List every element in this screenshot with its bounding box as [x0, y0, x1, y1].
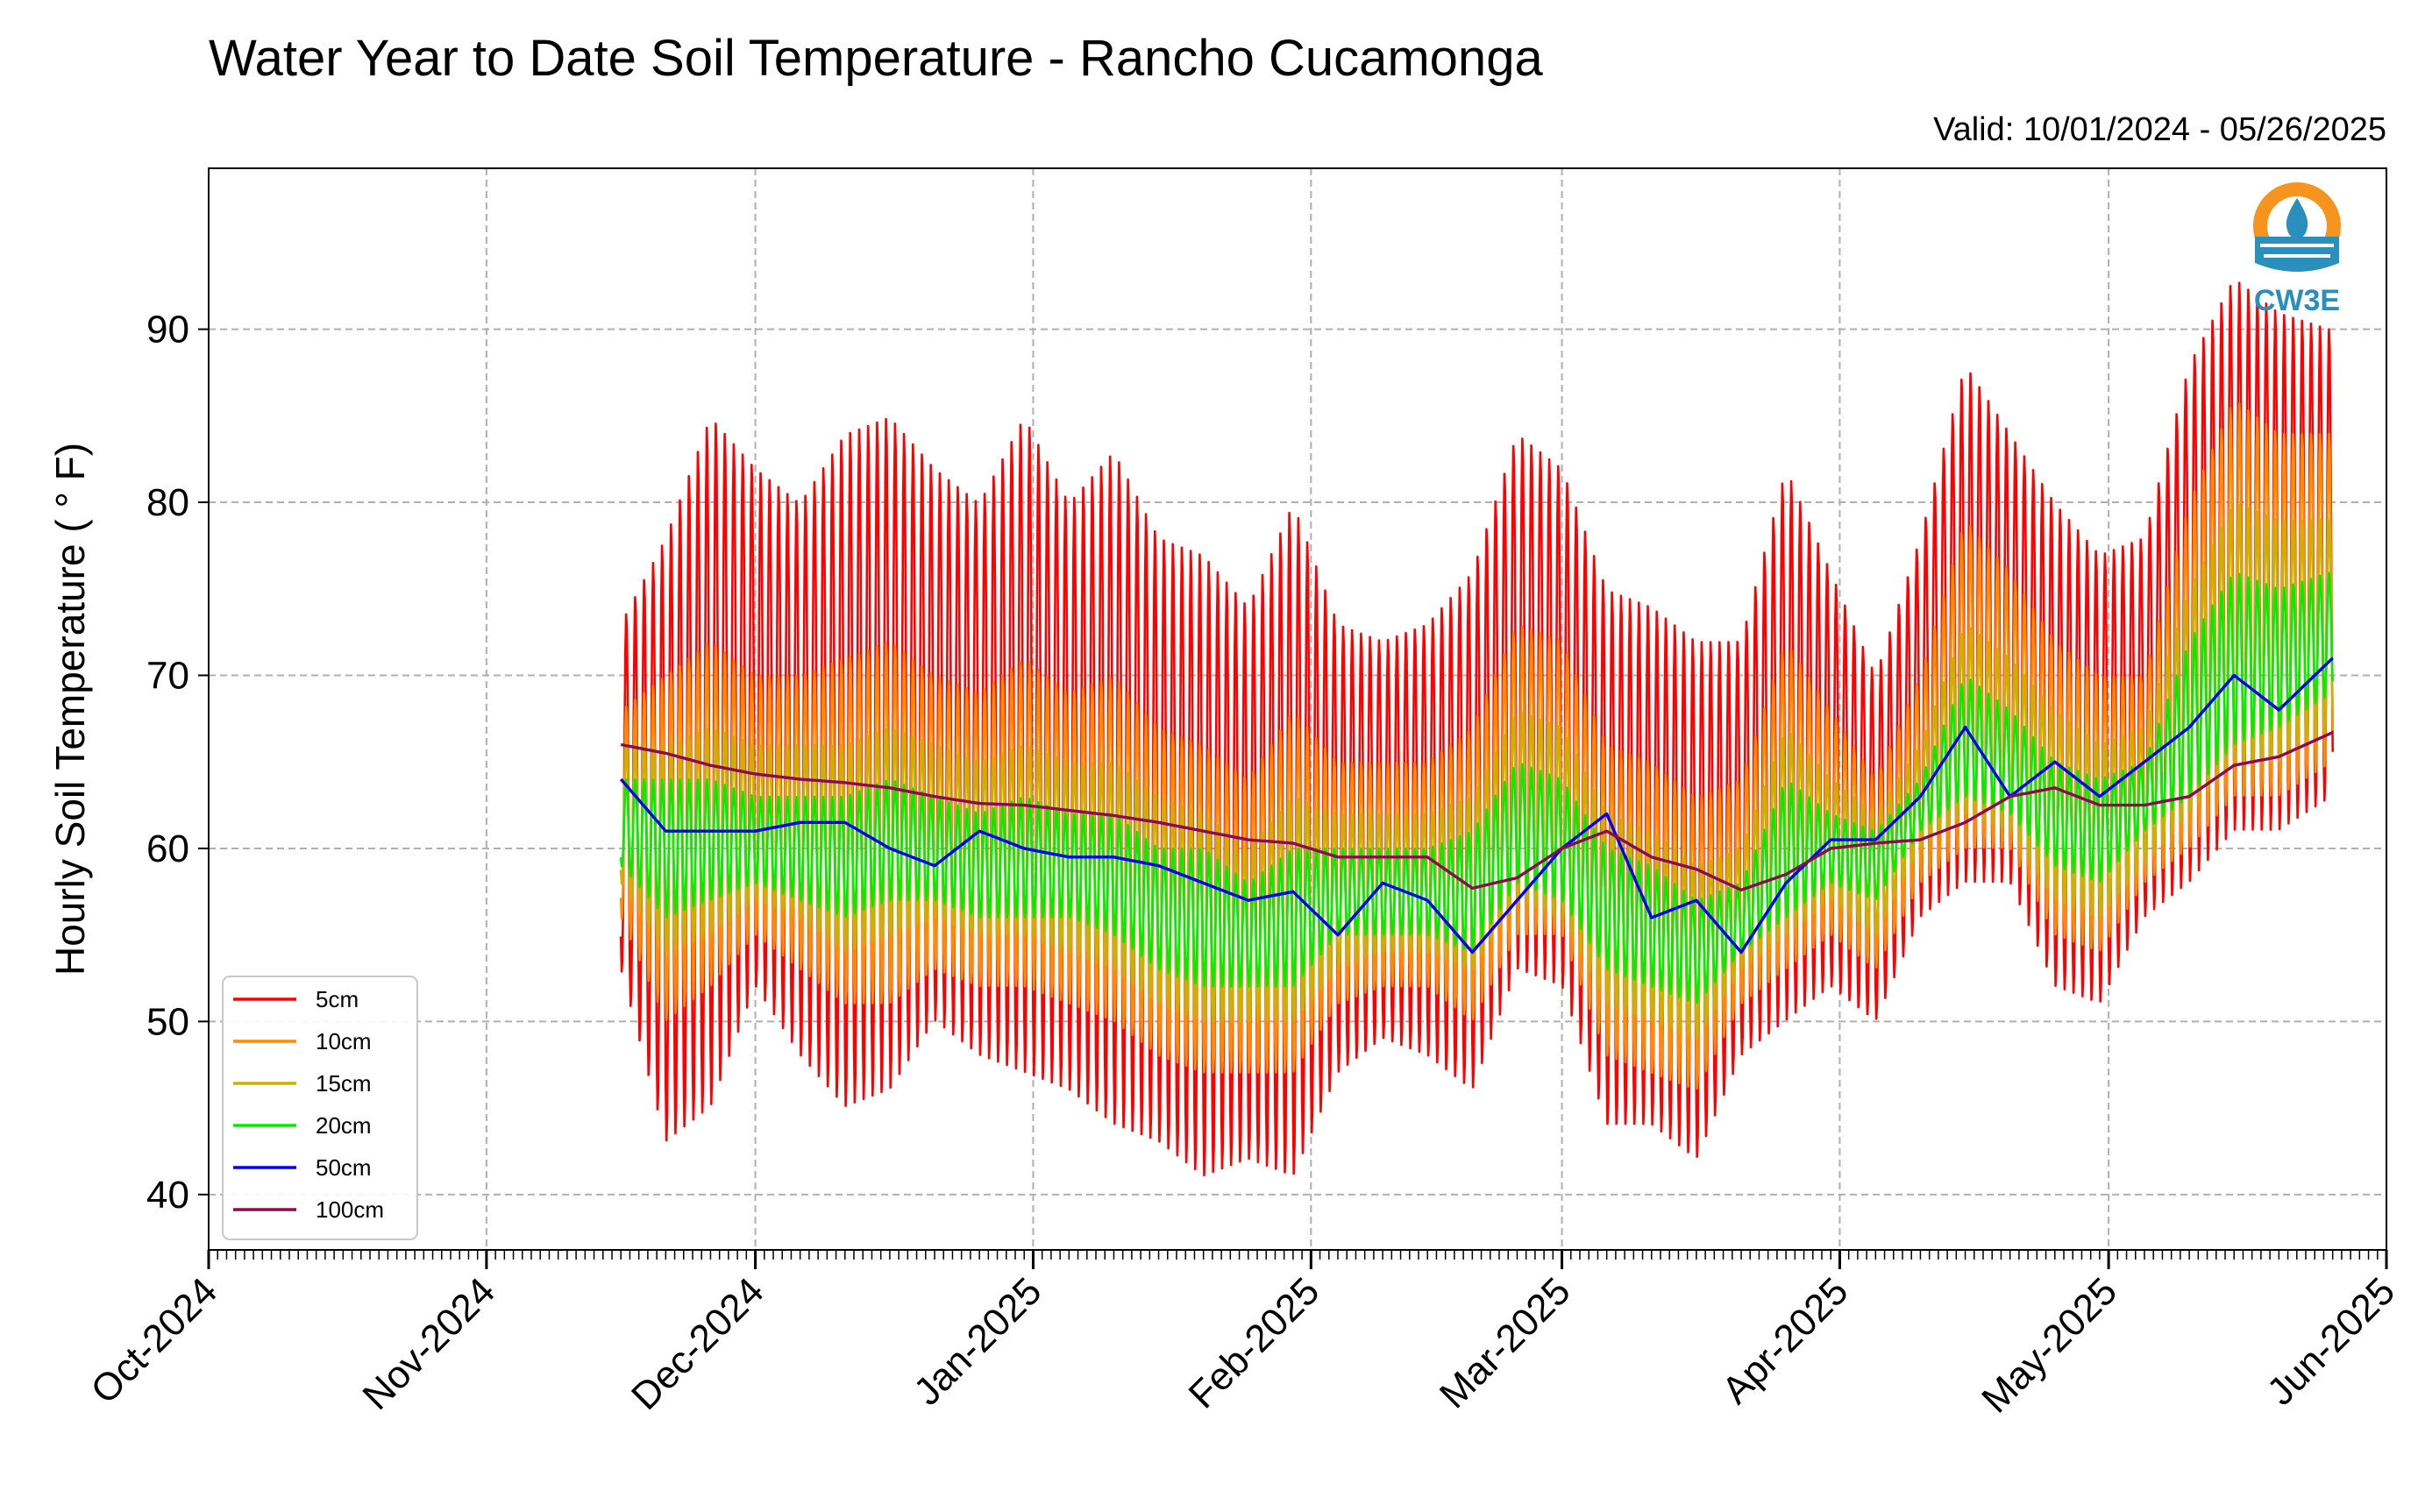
y-tick-label: 70: [146, 654, 189, 697]
y-tick-label: 80: [146, 481, 189, 524]
legend-label-15cm: 15cm: [316, 1070, 372, 1097]
x-tick-label: Nov-2024: [354, 1269, 503, 1418]
y-tick-label: 50: [146, 1000, 189, 1043]
y-tick-label: 60: [146, 827, 189, 870]
x-tick-label: Dec-2024: [623, 1269, 772, 1418]
x-tick-label: Jan-2025: [906, 1269, 1049, 1413]
x-tick-label: Apr-2025: [1714, 1269, 1857, 1412]
y-tick-label: 40: [146, 1174, 189, 1217]
x-tick-label: Jun-2025: [2259, 1269, 2403, 1413]
y-axis-label: Hourly Soil Temperature ( ° F): [47, 443, 93, 976]
series-line-100cm: [620, 731, 2334, 891]
y-tick-label: 90: [146, 309, 189, 351]
series-line-50cm: [619, 657, 2334, 955]
x-tick-label: Feb-2025: [1181, 1269, 1328, 1416]
legend-label-50cm: 50cm: [316, 1154, 372, 1181]
legend-label-5cm: 5cm: [316, 986, 359, 1012]
legend: 5cm 10cm 15cm 20cm 50cm 100cm: [222, 976, 418, 1240]
series-line-20cm: [619, 571, 2334, 1004]
chart-subtitle: Valid: 10/01/2024 - 05/26/2025: [1933, 111, 2386, 148]
x-tick-label: Mar-2025: [1432, 1269, 1579, 1416]
water-drop-icon: [2286, 198, 2308, 238]
cw3e-logo: CW3E: [2253, 182, 2341, 317]
legend-label-10cm: 10cm: [316, 1028, 372, 1054]
chart-title: Water Year to Date Soil Temperature - Ra…: [209, 30, 1543, 87]
series-layer: [619, 281, 2334, 1177]
x-tick-label: Oct-2024: [82, 1269, 225, 1412]
legend-label-20cm: 20cm: [316, 1112, 372, 1139]
legend-label-100cm: 100cm: [316, 1196, 384, 1223]
x-tick-label: May-2025: [1974, 1269, 2125, 1421]
plot-frame: [208, 167, 2387, 1251]
logo-text: CW3E: [2254, 284, 2340, 317]
